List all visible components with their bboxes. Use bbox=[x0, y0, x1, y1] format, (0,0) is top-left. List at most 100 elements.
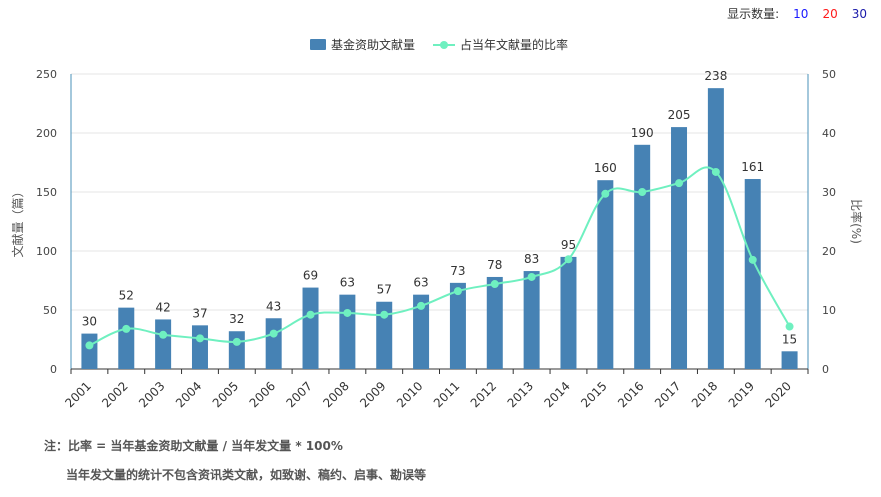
display-count-option-30[interactable]: 30 bbox=[851, 6, 867, 21]
display-count-option-20[interactable]: 20 bbox=[822, 6, 838, 21]
y-tick-label: 200 bbox=[36, 127, 57, 140]
ratio-point-2002 bbox=[122, 324, 131, 333]
x-tick-label: 2010 bbox=[394, 379, 425, 410]
x-tick-label: 2009 bbox=[357, 379, 388, 410]
bar-2007 bbox=[302, 287, 319, 369]
bar-value-label: 43 bbox=[266, 299, 281, 313]
ratio-point-2001 bbox=[85, 341, 94, 350]
y-tick-label: 150 bbox=[36, 186, 57, 199]
bar-2020 bbox=[781, 351, 798, 369]
bar-2006 bbox=[265, 318, 282, 369]
display-count-label: 显示数量: bbox=[727, 7, 780, 21]
bar-value-label: 205 bbox=[668, 108, 691, 122]
ratio-point-2006 bbox=[269, 329, 278, 338]
bar-2016 bbox=[634, 144, 651, 369]
bar-value-label: 73 bbox=[450, 264, 465, 278]
bar-value-label: 42 bbox=[155, 300, 170, 314]
bar-value-label: 83 bbox=[524, 252, 539, 266]
bar-2012 bbox=[486, 276, 503, 369]
y-axis-title: 文献量（篇） bbox=[10, 185, 25, 257]
ratio-point-2013 bbox=[527, 272, 536, 281]
y2-tick-label: 0 bbox=[822, 363, 829, 376]
legend-bar-swatch bbox=[310, 39, 326, 50]
ratio-point-2019 bbox=[748, 255, 757, 264]
legend-line-marker bbox=[440, 41, 448, 49]
x-tick-label: 2015 bbox=[578, 379, 609, 410]
y2-tick-label: 40 bbox=[822, 127, 836, 140]
ratio-point-2007 bbox=[306, 310, 315, 319]
ratio-point-2016 bbox=[638, 188, 647, 196]
legend-bar-label: 基金资助文献量 bbox=[331, 37, 415, 52]
x-tick-label: 2004 bbox=[173, 379, 204, 410]
x-tick-label: 2013 bbox=[505, 379, 536, 410]
bar-value-label: 30 bbox=[82, 315, 97, 329]
bar-2018 bbox=[707, 88, 724, 369]
bar-2019 bbox=[744, 179, 761, 369]
y2-axis-title: 比率(%) bbox=[849, 199, 864, 244]
bar-value-label: 52 bbox=[119, 289, 134, 303]
x-tick-label: 2018 bbox=[689, 379, 720, 410]
x-tick-label: 2005 bbox=[210, 379, 241, 410]
y2-tick-label: 20 bbox=[822, 245, 836, 258]
x-tick-label: 2017 bbox=[652, 379, 683, 410]
ratio-point-2011 bbox=[453, 287, 462, 296]
ratio-point-2015 bbox=[601, 189, 610, 198]
footnote-ratio: 注：比率 = 当年基金资助文献量 / 当年发文量 * 100% bbox=[44, 439, 343, 453]
bar-2013 bbox=[523, 271, 540, 369]
bar-value-label: 190 bbox=[631, 126, 654, 140]
y-tick-label: 100 bbox=[36, 245, 57, 258]
x-tick-label: 2003 bbox=[136, 379, 167, 410]
x-tick-label: 2006 bbox=[247, 379, 278, 410]
ratio-point-2014 bbox=[564, 255, 573, 264]
bar-2011 bbox=[449, 282, 466, 369]
ratio-point-2008 bbox=[343, 308, 352, 317]
bar-2004 bbox=[191, 325, 208, 369]
x-tick-label: 2020 bbox=[763, 379, 794, 410]
x-tick-label: 2012 bbox=[468, 379, 499, 410]
bar-2002 bbox=[118, 307, 135, 369]
ratio-point-2018 bbox=[711, 167, 720, 176]
y-tick-label: 250 bbox=[36, 68, 57, 81]
ratio-point-2010 bbox=[417, 301, 426, 310]
bar-2008 bbox=[339, 294, 356, 369]
x-tick-label: 2008 bbox=[320, 379, 351, 410]
x-tick-label: 2001 bbox=[62, 379, 93, 410]
legend-line-label: 占当年文献量的比率 bbox=[460, 37, 568, 52]
y2-tick-label: 10 bbox=[822, 304, 836, 317]
bar-value-label: 57 bbox=[377, 283, 392, 297]
y-tick-label: 50 bbox=[43, 304, 57, 317]
bar-2001 bbox=[81, 333, 98, 369]
y2-tick-label: 50 bbox=[822, 68, 836, 81]
footnote-exclusions: 当年发文量的统计不包含资讯类文献，如致谢、稿约、启事、勘误等 bbox=[66, 468, 427, 482]
ratio-point-2003 bbox=[159, 330, 168, 339]
bar-2005 bbox=[228, 331, 245, 369]
bar-value-label: 78 bbox=[487, 258, 502, 272]
ratio-point-2012 bbox=[490, 280, 499, 289]
display-count-option-10[interactable]: 10 bbox=[793, 6, 809, 21]
bar-value-label: 37 bbox=[192, 306, 207, 320]
x-tick-label: 2007 bbox=[283, 379, 314, 410]
ratio-point-2017 bbox=[675, 179, 684, 188]
bar-value-label: 32 bbox=[229, 312, 244, 326]
y-tick-label: 0 bbox=[50, 363, 57, 376]
ratio-point-2009 bbox=[380, 310, 389, 319]
bar-value-label: 95 bbox=[561, 238, 576, 252]
bar-2017 bbox=[671, 127, 688, 369]
x-tick-label: 2011 bbox=[431, 379, 462, 410]
y2-tick-label: 30 bbox=[822, 186, 836, 199]
bar-2015 bbox=[597, 180, 614, 369]
bar-value-label: 160 bbox=[594, 161, 617, 175]
bar-value-label: 161 bbox=[741, 160, 764, 174]
bar-value-label: 238 bbox=[704, 69, 727, 83]
ratio-point-2004 bbox=[195, 334, 204, 343]
x-tick-label: 2016 bbox=[615, 379, 646, 410]
bar-2014 bbox=[560, 256, 577, 369]
display-count-control: 显示数量: 10 20 30 bbox=[727, 5, 867, 22]
bar-2003 bbox=[155, 319, 172, 369]
bar-value-label: 63 bbox=[340, 276, 355, 290]
bar-2010 bbox=[413, 294, 430, 369]
bar-value-label: 15 bbox=[782, 332, 797, 346]
bar-value-label: 69 bbox=[303, 269, 318, 283]
bar-value-label: 63 bbox=[413, 276, 428, 290]
